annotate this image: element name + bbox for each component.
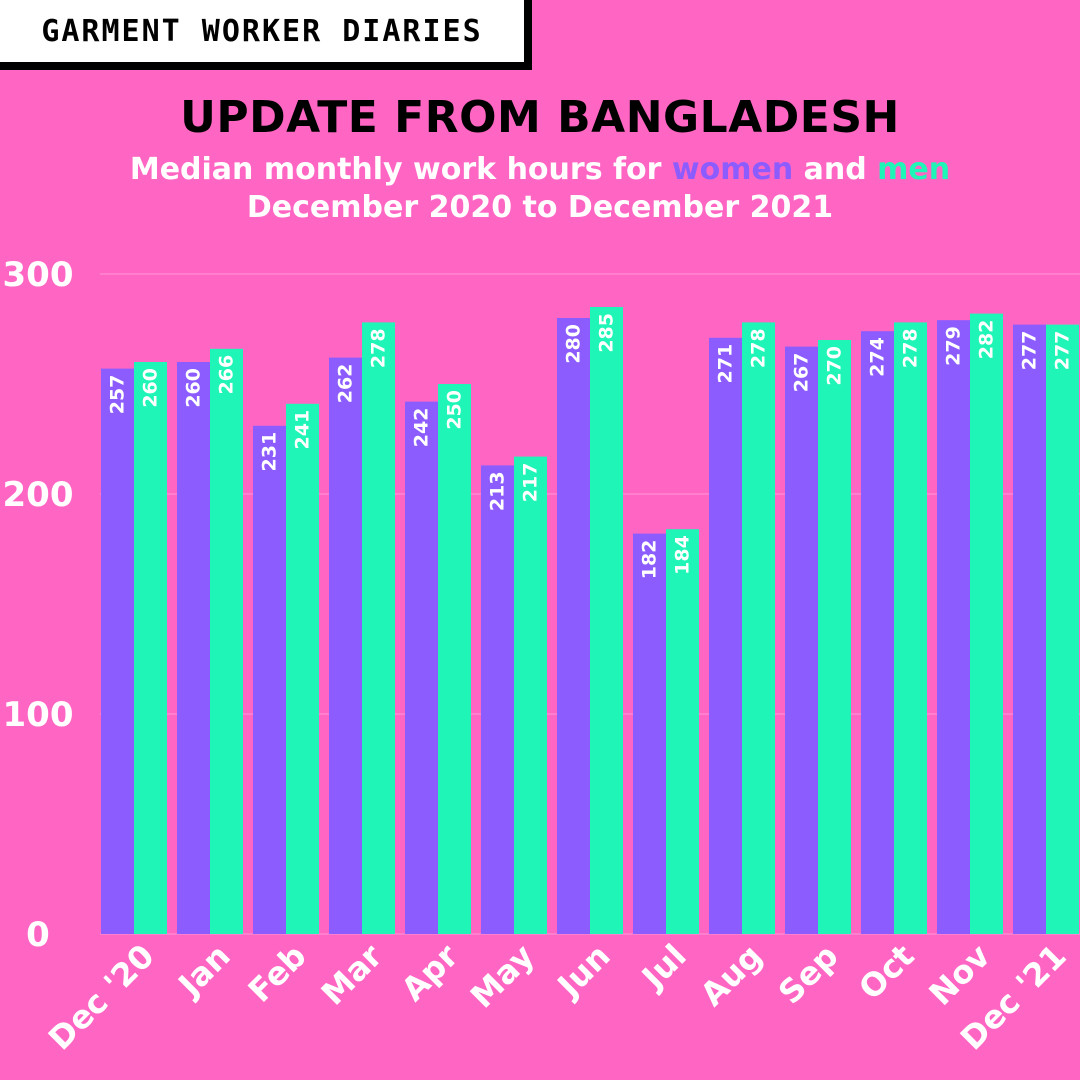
data-label-men: 266: [216, 355, 238, 395]
bar-women: [405, 401, 438, 935]
data-label-men: 278: [748, 328, 770, 368]
bar-women: [481, 465, 514, 934]
x-tick-label: Jun: [549, 937, 618, 1006]
x-tick-label: Feb: [241, 937, 314, 1010]
data-label-women: 182: [639, 540, 661, 580]
y-tick-label: 300: [3, 255, 74, 295]
chart-subtitle-line1: Median monthly work hours for women and …: [0, 152, 1080, 187]
bar-women: [633, 533, 666, 934]
bar-women: [557, 318, 590, 934]
bar-men: [286, 403, 319, 934]
x-tick-label: May: [463, 937, 542, 1016]
data-label-men: 277: [1052, 331, 1074, 371]
data-label-women: 280: [563, 324, 585, 364]
x-tick-label: Aug: [693, 937, 770, 1014]
bar-women: [101, 368, 134, 935]
x-tick-label: Jan: [170, 937, 238, 1005]
bar-men: [438, 384, 471, 934]
bar-men: [970, 313, 1003, 935]
bar-women: [1013, 324, 1046, 935]
bar-women: [937, 320, 970, 934]
x-tick-label: Mar: [314, 937, 390, 1013]
bar-men: [818, 340, 851, 934]
x-tick-label: Dec '20: [41, 937, 162, 1058]
bar-men: [590, 307, 623, 934]
data-label-men: 285: [596, 313, 618, 353]
bar-women: [861, 331, 894, 934]
y-tick-label: 200: [3, 475, 74, 515]
subtitle-prefix: Median monthly work hours for: [129, 152, 672, 187]
brand-badge: GARMENT WORKER DIARIES: [0, 0, 532, 70]
data-label-men: 184: [672, 535, 694, 575]
data-label-men: 250: [444, 390, 466, 430]
data-label-women: 257: [107, 375, 129, 415]
data-label-men: 241: [292, 410, 314, 450]
data-label-men: 270: [824, 346, 846, 386]
subtitle-women: women: [671, 152, 794, 187]
chart-title: UPDATE FROM BANGLADESH: [180, 92, 900, 143]
data-label-women: 274: [867, 337, 889, 377]
x-tick-label: Oct: [851, 937, 921, 1007]
bar-men: [666, 529, 699, 934]
chart-subtitle-line2: December 2020 to December 2021: [246, 190, 834, 225]
data-label-men: 278: [900, 328, 922, 368]
bar-men: [514, 456, 547, 934]
data-label-women: 231: [259, 432, 281, 472]
subtitle-and: and: [793, 152, 878, 187]
data-label-men: 282: [976, 320, 998, 360]
x-tick-label: Apr: [394, 937, 466, 1009]
y-tick-label: 0: [26, 915, 50, 955]
bar-men: [1046, 324, 1079, 935]
data-label-women: 271: [715, 344, 737, 384]
y-tick-label: 100: [3, 695, 74, 735]
bar-women: [329, 357, 362, 935]
data-label-women: 260: [183, 368, 205, 408]
x-tick-label: Jul: [633, 937, 694, 998]
bar-men: [210, 348, 243, 934]
bar-women: [177, 362, 210, 934]
bar-men: [362, 322, 395, 934]
data-label-women: 242: [411, 408, 433, 448]
data-label-women: 279: [943, 326, 965, 366]
bar-women: [253, 425, 286, 934]
x-tick-label: Sep: [771, 937, 846, 1012]
data-label-men: 217: [520, 463, 542, 503]
data-label-women: 277: [1019, 331, 1041, 371]
bar-men: [742, 322, 775, 934]
subtitle-men: men: [877, 152, 951, 187]
bar-men: [134, 362, 167, 934]
data-label-men: 278: [368, 328, 390, 368]
data-label-women: 267: [791, 353, 813, 393]
bar-women: [709, 337, 742, 934]
data-label-women: 262: [335, 364, 357, 404]
data-label-women: 213: [487, 471, 509, 511]
bar-men: [894, 322, 927, 934]
brand-name: GARMENT WORKER DIARIES: [41, 13, 483, 49]
data-label-men: 260: [140, 368, 162, 408]
bar-women: [785, 346, 818, 935]
